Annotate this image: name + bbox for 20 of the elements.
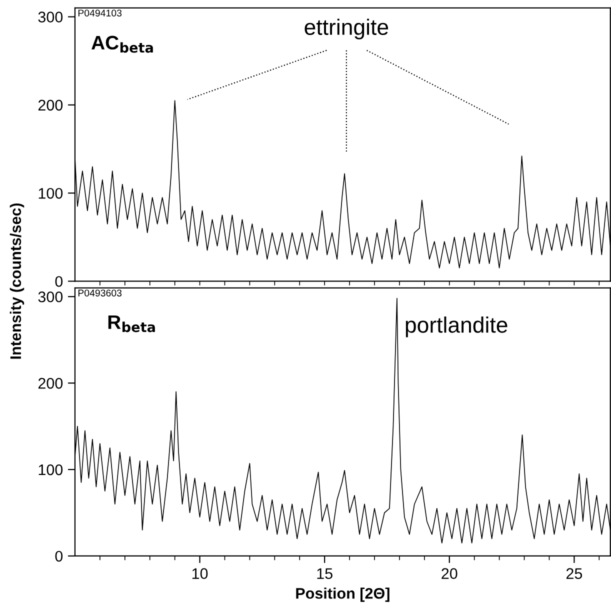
annotation: P0494103 — [78, 10, 122, 16]
annotation: R$_{beta}$ — [108, 315, 155, 332]
y-tick-label: 200 — [38, 378, 63, 389]
x-tick-label: 10 — [192, 568, 208, 580]
y-tick-label: 200 — [38, 100, 63, 111]
y-axis-title: Intensity (counts/sec) — [10, 203, 24, 359]
y-tick-label: 0 — [55, 276, 63, 287]
annotation: ettringite — [304, 18, 388, 40]
y-tick-label: 0 — [55, 550, 63, 562]
annotation: portlandite — [406, 316, 508, 338]
annotation: P0493603 — [78, 290, 122, 296]
x-tick-label: 25 — [566, 568, 582, 580]
y-tick-label: 300 — [38, 12, 63, 22]
x-axis-title: Position [2Θ] — [296, 588, 390, 602]
y-tick-label: 300 — [38, 291, 63, 302]
x-tick-label: 15 — [317, 568, 332, 580]
x-tick-label: 20 — [442, 568, 458, 580]
annotation: AC$_{beta}$ — [92, 36, 153, 53]
y-tick-label: 100 — [38, 188, 63, 199]
y-tick-label: 100 — [38, 464, 63, 476]
